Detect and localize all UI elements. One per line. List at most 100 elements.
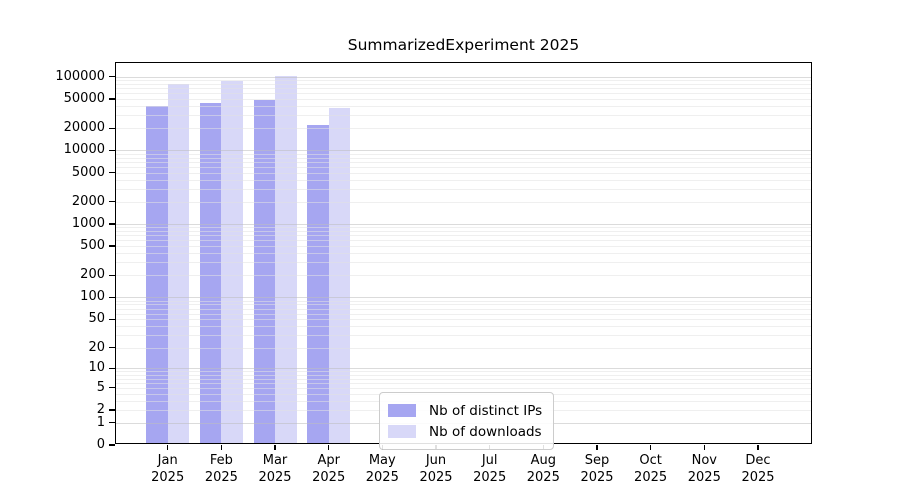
bar-distinct-ips-jan	[146, 105, 168, 443]
x-axis-tick-label: Jun 2025	[404, 452, 468, 486]
y-axis-tick-label: 50	[88, 311, 105, 327]
year-label: 2025	[634, 470, 668, 485]
y-axis-tick-label: 20000	[63, 120, 105, 136]
y-axis-tick-label: 500	[80, 238, 105, 254]
y-axis-tick-label: 0	[96, 437, 105, 452]
x-axis-tick	[703, 445, 705, 450]
y-axis-tick	[108, 98, 115, 100]
x-axis-tick-label: Sep 2025	[565, 452, 629, 486]
x-axis-tick-label: Aug 2025	[511, 452, 575, 486]
y-axis-tick-label: 100	[80, 289, 105, 305]
legend-entry-downloads: Nb of downloads	[388, 421, 542, 442]
x-axis-tick-label: Dec 2025	[726, 452, 790, 486]
y-axis-tick	[108, 201, 115, 203]
x-axis-tick-label: Apr 2025	[297, 452, 361, 486]
x-axis-tick	[596, 445, 598, 450]
gridline	[116, 88, 811, 90]
y-axis-tick	[108, 346, 115, 349]
y-axis-tick-label: 1	[96, 414, 105, 430]
year-label: 2025	[204, 470, 238, 485]
year-label: 2025	[312, 470, 346, 485]
gridline	[116, 98, 811, 100]
x-axis-tick	[220, 445, 223, 450]
x-axis-tick-label: Jan 2025	[136, 452, 200, 486]
x-axis-tick	[649, 445, 652, 450]
x-axis-tick	[328, 445, 330, 450]
chart-title: SummarizedExperiment 2025	[347, 36, 580, 54]
legend-swatch-downloads	[388, 425, 416, 438]
y-axis-tick	[108, 444, 115, 446]
legend-entry-distinct-ips: Nb of distinct IPs	[388, 400, 542, 421]
year-label: 2025	[151, 470, 185, 485]
month-label: May	[368, 453, 396, 468]
year-label: 2025	[687, 470, 721, 485]
x-axis-tick	[757, 445, 759, 450]
bar-downloads-feb	[221, 80, 243, 443]
x-axis-tick-label: Nov 2025	[672, 452, 736, 486]
x-axis-tick-label: Mar 2025	[243, 452, 307, 486]
bar-distinct-ips-mar	[253, 100, 275, 443]
gridline	[116, 83, 811, 85]
bar-downloads-mar	[275, 76, 297, 443]
y-axis-tick-label: 50000	[63, 90, 105, 106]
bar-distinct-ips-feb	[199, 102, 222, 443]
y-axis-tick	[108, 318, 115, 320]
y-axis-tick	[108, 127, 115, 129]
y-axis-tick-label: 10	[88, 360, 105, 376]
x-axis-tick	[274, 445, 276, 450]
y-axis-tick-label: 1000	[71, 216, 105, 231]
month-label: Mar	[262, 453, 288, 468]
x-axis-tick-label: Oct 2025	[619, 452, 683, 486]
x-axis-tick-label: Jul 2025	[458, 452, 522, 486]
month-label: Nov	[691, 453, 717, 468]
year-label: 2025	[580, 470, 614, 485]
y-axis-tick	[108, 245, 115, 247]
y-axis-tick	[108, 149, 115, 152]
y-axis-tick-label: 10000	[63, 142, 105, 158]
month-label: Feb	[209, 453, 233, 468]
month-label: Jul	[481, 453, 498, 468]
y-axis-tick	[108, 274, 115, 276]
gridline	[116, 93, 811, 94]
legend-label-downloads: Nb of downloads	[429, 423, 542, 440]
y-axis-tick	[108, 422, 115, 424]
year-label: 2025	[419, 470, 453, 485]
gridline	[116, 80, 811, 82]
year-label: 2025	[473, 470, 507, 485]
y-axis-tick-label: 100000	[55, 68, 105, 84]
month-label: Jan	[157, 453, 178, 468]
y-axis-tick-label: 2000	[71, 193, 105, 209]
y-axis-tick	[108, 223, 115, 225]
month-label: Dec	[745, 453, 771, 468]
year-label: 2025	[741, 470, 775, 485]
month-label: Jun	[425, 453, 447, 468]
year-label: 2025	[526, 470, 560, 485]
month-label: Aug	[530, 453, 556, 468]
y-axis-tick	[108, 171, 115, 174]
month-label: Oct	[639, 453, 662, 468]
y-axis-tick	[108, 296, 115, 299]
bar-distinct-ips-apr	[307, 124, 329, 443]
x-axis-tick-label: Feb 2025	[189, 452, 253, 486]
y-axis-tick	[108, 367, 115, 369]
y-axis-tick-label: 20	[88, 339, 105, 355]
y-axis-tick-label: 5	[96, 379, 105, 395]
gridline	[116, 76, 811, 78]
year-label: 2025	[365, 470, 399, 485]
y-axis-tick	[108, 409, 115, 411]
y-axis-tick-label: 2	[96, 401, 105, 417]
y-axis-tick	[108, 76, 115, 78]
month-label: Apr	[317, 453, 340, 468]
bar-downloads-jan	[167, 83, 190, 443]
y-axis-tick-label: 5000	[71, 164, 105, 180]
y-axis-tick	[108, 387, 115, 389]
x-axis-tick	[167, 445, 169, 450]
legend: Nb of distinct IPs Nb of downloads	[379, 392, 555, 450]
legend-swatch-distinct-ips	[388, 404, 416, 417]
bar-downloads-apr	[328, 108, 351, 443]
year-label: 2025	[258, 470, 292, 485]
month-label: Sep	[584, 453, 610, 468]
x-axis-tick-label: May 2025	[350, 452, 414, 486]
